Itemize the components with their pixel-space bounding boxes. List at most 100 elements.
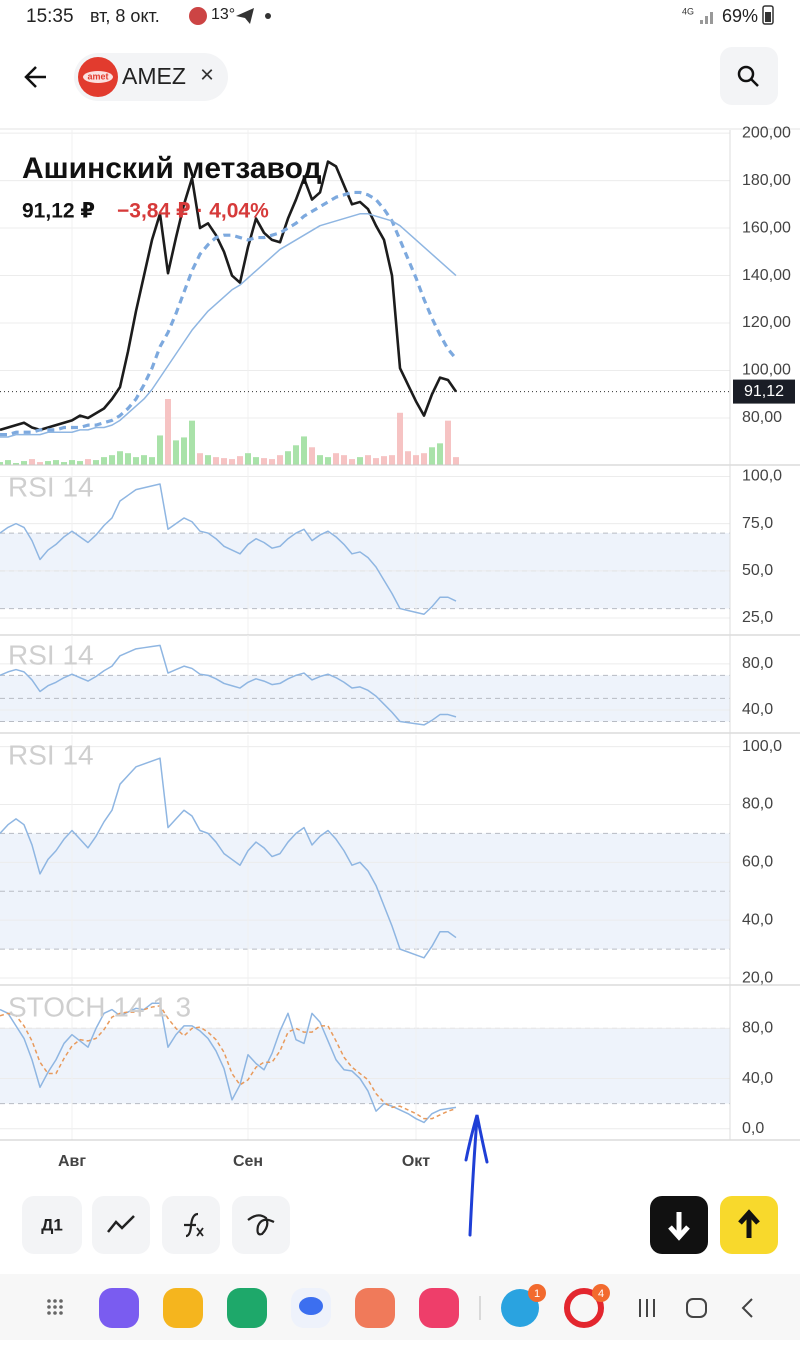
home-button[interactable]: [686, 1298, 707, 1318]
apps-grid[interactable]: [47, 1299, 63, 1315]
app-camera[interactable]: [419, 1288, 459, 1328]
volume-bar: [237, 456, 243, 465]
y-tick-label: 25,0: [742, 609, 773, 626]
temperature: 13°: [211, 6, 235, 23]
nav-bar: 1 4: [0, 1274, 800, 1340]
company-name: Ашинский метзавод: [22, 152, 322, 185]
volume-bar: [117, 451, 123, 465]
volume-bar: [149, 457, 155, 465]
timeframe-button[interactable]: [22, 1196, 82, 1254]
volume-bar: [245, 453, 251, 465]
volume-bar: [301, 436, 307, 465]
price: 91,12 ₽: [22, 200, 95, 223]
series-line: [0, 1005, 457, 1120]
volume-bar: [429, 447, 435, 465]
badge-count: 4: [598, 1288, 604, 1300]
y-tick-label: 180,00: [742, 172, 791, 189]
y-tick-label: 80,0: [742, 1020, 773, 1037]
drawing-button[interactable]: [232, 1196, 290, 1254]
volume-bar: [205, 455, 211, 465]
header: amet AMEZ ×: [24, 47, 778, 105]
volume-bar: [181, 437, 187, 465]
recents-button[interactable]: [639, 1299, 655, 1317]
volume-bar: [37, 462, 43, 465]
battery-icon: [762, 5, 774, 25]
back-nav-button[interactable]: [741, 1298, 753, 1318]
search-icon-handle: [750, 78, 759, 87]
y-tick-label: 100,0: [742, 468, 782, 485]
volume-bar: [197, 453, 203, 465]
timeframe: Д1: [41, 1215, 63, 1234]
volume-bar: [277, 455, 283, 465]
volume-bar: [389, 455, 395, 465]
volume-bar: [173, 440, 179, 465]
series-line: [0, 190, 458, 437]
y-tick-label: 20,0: [742, 969, 773, 986]
volume-bar: [381, 456, 387, 465]
y-tick-label: 50,0: [742, 562, 773, 579]
volume-bar: [213, 457, 219, 465]
volume-bar: [349, 459, 355, 465]
x-tick-label: Авг: [58, 1153, 86, 1170]
volume-bar: [0, 462, 3, 465]
level-band: [0, 1028, 730, 1104]
chart-type-button[interactable]: [92, 1196, 150, 1254]
fx-icon-x: [196, 1227, 204, 1237]
y-tick-label: 40,0: [742, 701, 773, 718]
toolbar: Д1: [22, 1196, 778, 1254]
app-phone[interactable]: [227, 1288, 267, 1328]
y-tick-label: 200,00: [742, 124, 791, 141]
y-tick-label: 0,0: [742, 1120, 764, 1137]
annotation-arrow: [464, 1114, 489, 1237]
back-button[interactable]: [24, 66, 46, 88]
app-internet[interactable]: [99, 1288, 139, 1328]
y-tick-label: 160,00: [742, 219, 791, 236]
logo-text: amet: [87, 71, 108, 81]
volume-bar: [333, 453, 339, 465]
battery-level: [765, 12, 771, 22]
app-files[interactable]: [163, 1288, 203, 1328]
y-tick-label: 80,0: [742, 655, 773, 672]
close-button[interactable]: ×: [200, 61, 214, 88]
y-tick-label: 75,0: [742, 515, 773, 532]
volume-bar: [29, 459, 35, 465]
volume-bar: [53, 460, 59, 465]
volume-bar: [109, 455, 115, 465]
panel-title: RSI 14: [8, 471, 94, 502]
volume-bar: [221, 458, 227, 465]
volume-bar: [229, 459, 235, 465]
draw-icon: [247, 1214, 275, 1236]
app-contacts[interactable]: [355, 1288, 395, 1328]
volume-bar: [93, 460, 99, 465]
buy-icon: [738, 1209, 760, 1238]
series-line: [0, 1002, 457, 1124]
badge-count: 1: [534, 1288, 540, 1300]
logo-ring: [83, 71, 113, 83]
quote: Ашинский метзавод 91,12 ₽ −3,84 ₽ · 4,04…: [22, 152, 322, 223]
volume-bar: [141, 455, 147, 465]
volume-bar: [133, 457, 139, 465]
volume-bar: [325, 457, 331, 465]
volume-bar: [85, 459, 91, 465]
dot: [265, 13, 271, 19]
volume-bar: [61, 462, 67, 465]
telegram-icon: [236, 8, 254, 24]
y-tick-label: 60,0: [742, 854, 773, 871]
app-telegram[interactable]: [501, 1289, 539, 1327]
volume-bar: [45, 461, 51, 465]
app-opera[interactable]: [564, 1288, 604, 1328]
price-tag: [733, 379, 795, 404]
y-tick-label: 100,00: [742, 362, 791, 379]
series-line: [0, 483, 457, 615]
volume-bar: [421, 453, 427, 465]
messages-icon: [299, 1297, 323, 1315]
panel-title: RSI 14: [8, 739, 94, 770]
volume-bar: [101, 457, 107, 465]
line-icon: [107, 1215, 135, 1233]
volume-bar: [5, 460, 11, 465]
volume-bar: [261, 458, 267, 465]
chart-panel: 0,0 40,0 80,0 STOCH 14 1 3: [0, 987, 800, 1141]
search-button[interactable]: [720, 47, 778, 105]
chart-panel: 20,0 40,0 60,0 80,0 100,0 RSI 14: [0, 735, 800, 986]
